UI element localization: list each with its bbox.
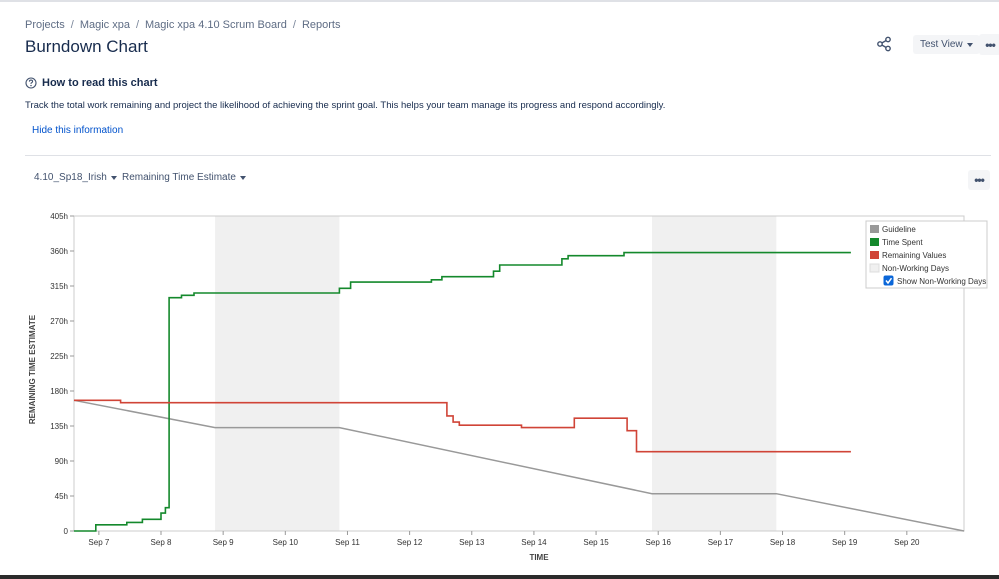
share-button[interactable] xyxy=(874,35,894,53)
x-tick-label: Sep 19 xyxy=(832,538,858,547)
axes-layer: 0 45h 90h 135h 180h 225h 270h 315h 360h 405h Sep 7… xyxy=(28,212,965,562)
show-non-working-days-checkbox[interactable] xyxy=(883,275,894,286)
x-tick-label: Sep 17 xyxy=(708,538,734,547)
y-tick-label: 90h xyxy=(55,457,68,466)
x-axis-title: TIME xyxy=(529,553,549,562)
breadcrumb-separator: / xyxy=(135,19,140,31)
breadcrumb-scrum-board[interactable]: Magic xpa 4.10 Scrum Board xyxy=(145,19,287,31)
x-tick-label: Sep 9 xyxy=(213,538,234,547)
chevron-down-icon xyxy=(239,175,246,180)
estimate-dropdown[interactable]: Remaining Time Estimate xyxy=(122,172,246,183)
legend-guideline-label: Guideline xyxy=(882,225,916,234)
time-spent-line xyxy=(74,251,851,532)
breadcrumb-separator: / xyxy=(292,19,296,31)
guideline-line xyxy=(73,399,965,532)
x-tick-label: Sep 7 xyxy=(88,538,109,547)
top-border xyxy=(0,0,999,2)
help-title: How to read this chart xyxy=(42,77,158,89)
page-title: Burndown Chart xyxy=(25,37,148,56)
help-description: Track the total work remaining and proje… xyxy=(25,100,666,111)
y-tick-label: 135h xyxy=(50,422,68,431)
remaining-values-line xyxy=(74,399,851,453)
y-tick-label: 405h xyxy=(50,212,68,221)
x-tick-label: Sep 12 xyxy=(397,538,423,547)
chevron-down-icon xyxy=(966,42,973,47)
legend-guideline-swatch xyxy=(870,225,879,233)
sprint-dropdown[interactable]: 4.10_Sp18_Irish xyxy=(34,172,117,183)
legend-non-working-days-label: Non-Working Days xyxy=(882,264,949,273)
chevron-down-icon xyxy=(110,175,117,180)
y-axis-title: REMAINING TIME ESTIMATE xyxy=(28,314,37,424)
x-tick-label: Sep 13 xyxy=(459,538,485,547)
series-layer xyxy=(73,251,965,532)
y-tick-label: 0 xyxy=(64,527,69,536)
legend-time-spent-label: Time Spent xyxy=(882,238,923,247)
x-tick-label: Sep 14 xyxy=(521,538,547,547)
share-icon xyxy=(877,36,891,52)
estimate-dropdown-label: Remaining Time Estimate xyxy=(122,172,236,183)
check-icon xyxy=(885,277,893,285)
x-tick-label: Sep 8 xyxy=(151,538,172,547)
legend: Guideline Time Spent Remaining Values Non-W… xyxy=(865,220,988,289)
breadcrumb: Projects / Magic xpa / Magic xpa 4.10 Scrum … xyxy=(25,19,340,31)
y-tick-label: 225h xyxy=(50,352,68,361)
y-tick-label: 45h xyxy=(55,492,68,501)
breadcrumb-projects[interactable]: Projects xyxy=(25,19,65,31)
y-tick-label: 360h xyxy=(50,247,68,256)
x-tick-label: Sep 20 xyxy=(894,538,920,547)
non-working-band xyxy=(652,216,777,531)
y-tick-label: 270h xyxy=(50,317,68,326)
x-tick-label: Sep 18 xyxy=(770,538,796,547)
sprint-dropdown-label: 4.10_Sp18_Irish xyxy=(34,172,107,183)
more-icon: ••• xyxy=(974,173,985,187)
section-divider xyxy=(25,155,991,156)
bottom-border xyxy=(0,575,999,579)
non-working-days-layer xyxy=(215,216,777,531)
more-actions-button[interactable]: ••• xyxy=(979,34,999,55)
breadcrumb-magic-xpa[interactable]: Magic xpa xyxy=(79,19,130,31)
legend-remaining-values-swatch xyxy=(870,251,879,259)
burndown-chart: 0 45h 90h 135h 180h 225h 270h 315h 360h 405h Sep 7… xyxy=(28,212,988,562)
non-working-band xyxy=(215,216,340,531)
legend-non-working-days-swatch xyxy=(869,263,880,273)
y-tick-label: 315h xyxy=(50,282,68,291)
more-icon: ••• xyxy=(985,37,996,52)
breadcrumb-reports[interactable]: Reports xyxy=(301,19,341,31)
x-tick-label: Sep 15 xyxy=(583,538,609,547)
view-dropdown[interactable]: Test View xyxy=(913,35,980,54)
x-tick-label: Sep 16 xyxy=(646,538,672,547)
y-tick-label: 180h xyxy=(50,387,68,396)
legend-remaining-values-label: Remaining Values xyxy=(882,251,946,260)
hide-information-link[interactable]: Hide this information xyxy=(32,125,124,136)
view-dropdown-label: Test View xyxy=(920,39,963,50)
plot-frame xyxy=(73,215,965,532)
question-icon xyxy=(25,77,37,89)
chart-more-button[interactable]: ••• xyxy=(968,170,990,190)
legend-time-spent-swatch xyxy=(870,238,879,246)
x-tick-label: Sep 11 xyxy=(335,538,360,547)
breadcrumb-separator: / xyxy=(70,19,74,31)
x-tick-label: Sep 10 xyxy=(273,538,299,547)
show-non-working-days-label: Show Non-Working Days xyxy=(897,277,986,286)
